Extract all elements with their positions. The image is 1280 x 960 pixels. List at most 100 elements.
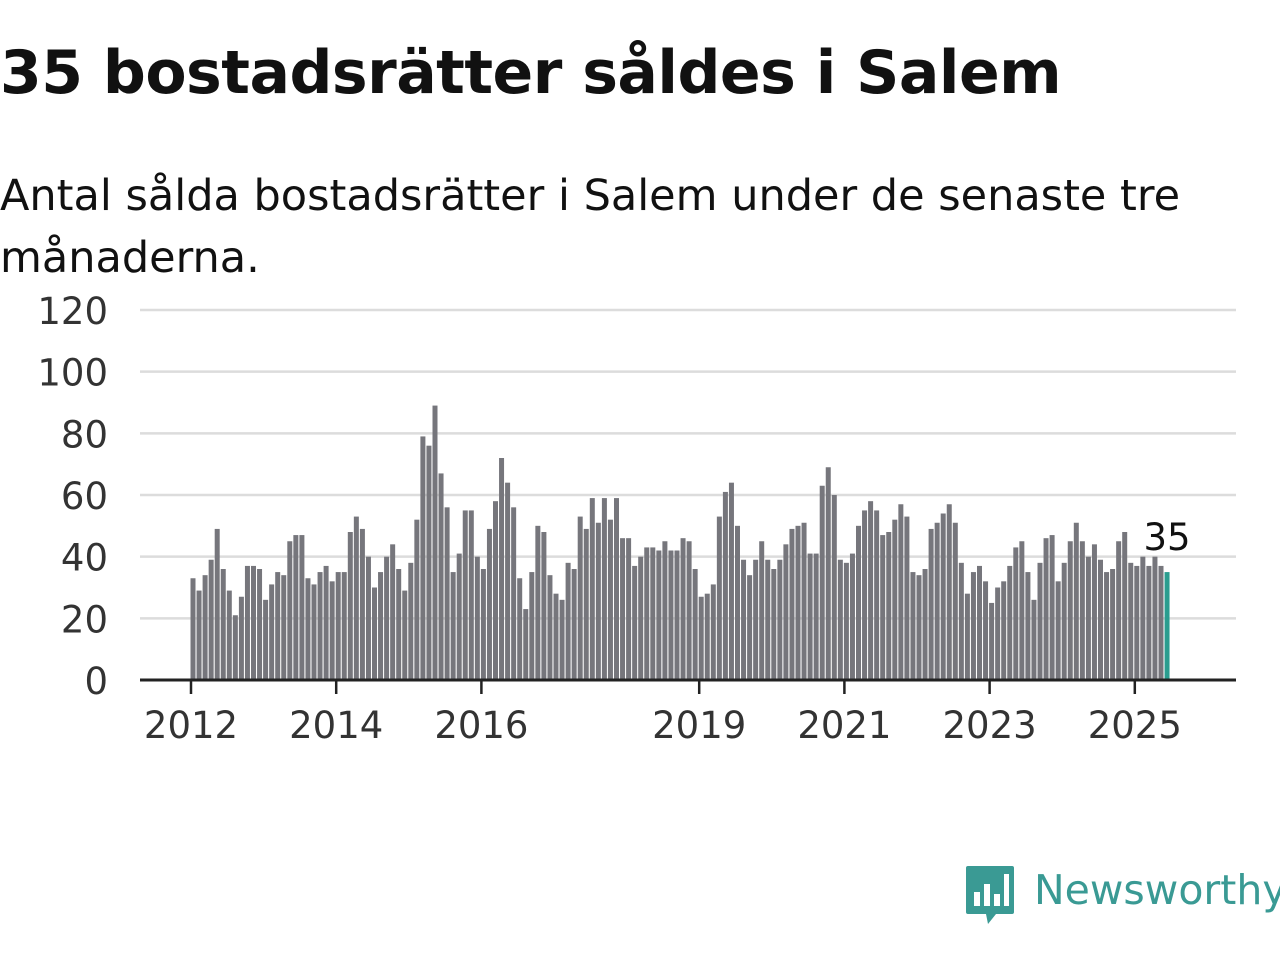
bar — [807, 553, 813, 680]
bar — [456, 553, 462, 680]
bar — [1031, 599, 1037, 680]
bar — [607, 519, 613, 680]
bar — [396, 569, 402, 680]
bar — [275, 572, 281, 680]
chart-title: 35 bostadsrätter såldes i Salem — [0, 38, 1062, 108]
bar — [335, 572, 341, 680]
bar — [837, 559, 843, 680]
y-tick-label: 100 — [37, 352, 108, 395]
bar — [668, 550, 674, 680]
bar — [505, 482, 511, 680]
bar — [777, 559, 783, 680]
bar — [486, 528, 492, 680]
bar — [1073, 522, 1079, 680]
bar — [329, 581, 335, 680]
bar — [226, 590, 232, 680]
bar — [1043, 538, 1049, 680]
x-tick-label: 2016 — [434, 704, 528, 747]
bar — [547, 575, 553, 680]
bar — [626, 538, 632, 680]
x-axis — [140, 678, 1236, 694]
bar — [384, 556, 390, 680]
bar — [214, 528, 220, 680]
bar — [819, 485, 825, 680]
bar — [232, 615, 238, 680]
bar — [450, 572, 456, 680]
bar — [952, 522, 958, 680]
bar — [529, 572, 535, 680]
bar — [402, 590, 408, 680]
bar — [650, 547, 656, 680]
bar — [589, 498, 595, 680]
value-annotation: 35 — [1144, 516, 1191, 559]
bar — [632, 565, 638, 680]
bar — [287, 541, 293, 680]
bar — [1146, 565, 1152, 680]
bar-highlight — [1164, 572, 1170, 680]
bar — [293, 535, 299, 680]
bar — [825, 467, 831, 680]
bar — [1013, 547, 1019, 680]
bar — [565, 562, 571, 680]
bar — [892, 519, 898, 680]
bar — [922, 569, 928, 680]
bar — [940, 513, 946, 680]
bar — [493, 501, 498, 680]
bar — [468, 510, 474, 680]
bar — [1001, 581, 1007, 680]
bar — [1061, 562, 1067, 680]
bar — [989, 602, 995, 680]
bar — [741, 559, 747, 680]
bar — [1091, 544, 1097, 680]
bar — [347, 532, 353, 680]
bar — [444, 507, 450, 680]
bar — [1110, 569, 1116, 680]
bar — [728, 482, 734, 680]
bar — [856, 525, 861, 680]
bar — [849, 553, 855, 680]
bar — [595, 522, 601, 680]
bars — [190, 405, 1170, 680]
bar — [432, 405, 438, 680]
bar — [916, 575, 922, 680]
bar — [559, 599, 565, 680]
bar — [601, 498, 607, 680]
bar — [1128, 562, 1134, 680]
y-tick-label: 60 — [61, 475, 108, 518]
bar — [1152, 556, 1158, 680]
bar — [414, 519, 420, 680]
bar — [1067, 541, 1073, 680]
y-tick-label: 80 — [61, 413, 108, 456]
bar — [928, 528, 934, 680]
bar — [365, 556, 371, 680]
bar — [910, 572, 916, 680]
bar — [1007, 565, 1013, 680]
bar — [964, 593, 970, 680]
bar — [299, 535, 305, 680]
bar — [692, 569, 698, 680]
bar — [244, 565, 250, 680]
bar — [995, 587, 1001, 680]
bar — [208, 559, 214, 680]
bar — [511, 507, 517, 680]
x-tick-label: 2023 — [943, 704, 1037, 747]
bar — [753, 559, 759, 680]
bar — [783, 544, 789, 680]
bar — [474, 556, 480, 680]
x-tick-label: 2014 — [289, 704, 383, 747]
bar — [735, 525, 740, 680]
bar — [305, 578, 311, 680]
bar — [970, 572, 976, 680]
bar — [499, 458, 505, 680]
bar — [1079, 541, 1085, 680]
bar — [801, 522, 807, 680]
x-tick-label: 2019 — [652, 704, 746, 747]
bar — [1049, 535, 1055, 680]
tick-labels: 0 20 40 60 80 100 120 2012 2014 2016 2019 2021 2023 2… — [37, 290, 1190, 747]
y-tick-label: 40 — [61, 537, 108, 580]
bar — [438, 473, 444, 680]
bar — [1085, 556, 1091, 680]
bar — [898, 504, 904, 680]
newsworthy-logo[interactable]: Newsworthy — [964, 864, 1280, 928]
bar — [904, 516, 910, 680]
